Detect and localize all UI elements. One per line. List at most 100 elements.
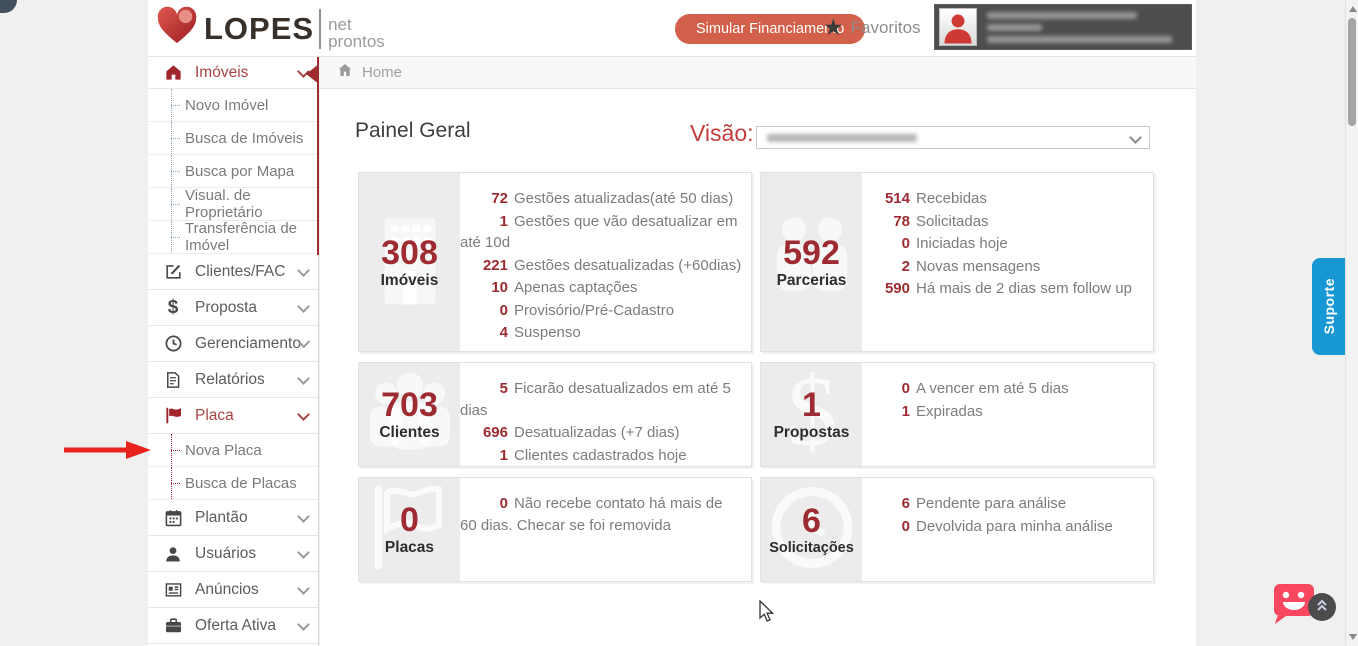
support-tab[interactable]: Suporte <box>1312 258 1346 355</box>
simulate-financing-button[interactable]: Simular Financiamento <box>675 14 866 44</box>
stat-line[interactable]: 590 Há mais de 2 dias sem follow up <box>862 278 1145 300</box>
chevron-down-icon <box>297 299 310 313</box>
stat-number: 1 <box>499 212 508 230</box>
sidebar-item-proposta[interactable]: $ Proposta <box>148 290 318 326</box>
card-imoveis-summary[interactable]: 308 Imóveis <box>359 173 460 351</box>
sidebar-item-plantao[interactable]: Plantão <box>148 500 318 536</box>
logo-sub-net: net <box>328 14 352 34</box>
chat-widget-button[interactable] <box>1268 582 1316 631</box>
favorites-button[interactable]: ★ Favoritos <box>823 16 921 39</box>
stat-line[interactable]: 1 Gestões que vão desatualizar em até 10d <box>460 211 743 254</box>
chevron-down-icon <box>297 263 310 277</box>
stat-text: Há mais de 2 dias sem follow up <box>916 280 1132 297</box>
red-annotation-arrow <box>62 441 152 464</box>
stat-line[interactable]: 72 Gestões atualizadas(até 50 dias) <box>460 188 743 210</box>
stat-line[interactable]: 4 Suspenso <box>460 322 743 344</box>
stat-line[interactable]: 0 Iniciadas hoje <box>862 233 1145 255</box>
sidebar-item-busca-de-imoveis[interactable]: Busca de Imóveis <box>148 122 318 155</box>
card-propostas-summary[interactable]: $ 1 Propostas <box>761 363 862 466</box>
logo-subtitle: net prontos <box>328 16 385 50</box>
stat-number: 590 <box>884 280 910 297</box>
sidebar-item-nova-placa[interactable]: Nova Placa <box>148 434 318 467</box>
sidebar-item-busca-por-mapa[interactable]: Busca por Mapa <box>148 155 318 188</box>
card-solicitacoes-summary[interactable]: 6 Solicitações <box>761 478 862 581</box>
lopes-logo: LOPES net prontos <box>156 6 385 51</box>
stat-text: Não recebe contato há mais de 60 dias. C… <box>460 495 723 534</box>
sidebar-item-visual-de-proprietario[interactable]: Visual. de Proprietário <box>148 187 318 221</box>
building-icon <box>371 212 449 313</box>
card-label: Parcerias <box>776 271 847 289</box>
sidebar-sub-label: Nova Placa <box>185 441 262 459</box>
chevron-down-icon <box>297 545 310 559</box>
sidebar-item-novo-imovel[interactable]: Novo Imóvel <box>148 89 318 122</box>
stat-line[interactable]: 5 Ficarão desatualizados em até 5 dias <box>460 378 743 421</box>
stat-line[interactable]: 0 Devolvida para minha análise <box>862 516 1145 538</box>
sidebar-item-label: Placa <box>195 406 234 424</box>
stat-line[interactable]: 6 Pendente para análise <box>862 493 1145 515</box>
double-chevron-up-icon <box>1315 598 1329 617</box>
brand-name: LOPES <box>204 10 315 46</box>
stat-line[interactable]: 514 Recebidas <box>862 188 1145 210</box>
user-icon <box>163 544 183 564</box>
group-icon <box>364 369 456 460</box>
card-parcerias: 592 Parcerias 514 Recebidas 78 Solicitadas… <box>760 172 1154 352</box>
card-label: Solicitações <box>769 540 854 556</box>
stat-line[interactable]: 0 Não recebe contato há mais de 60 dias. … <box>460 493 743 536</box>
stat-line[interactable]: 696 Desatualizadas (+7 dias) <box>460 422 743 444</box>
sidebar-sub-label: Transferência de Imóvel <box>185 220 298 254</box>
sidebar-item-imoveis[interactable]: Imóveis <box>148 57 318 89</box>
scrollbar-thumb[interactable] <box>1348 18 1356 126</box>
sidebar-item-clientes-fac[interactable]: Clientes/FAC <box>148 254 318 290</box>
breadcrumb: Home <box>320 57 1196 89</box>
chevron-down-icon <box>297 581 310 595</box>
sidebar-item-anuncios[interactable]: Anúncios <box>148 572 318 608</box>
home-icon <box>337 62 353 83</box>
main-content: Painel Geral Visão: <box>320 89 1196 646</box>
stat-number: 2 <box>901 257 910 275</box>
stat-line[interactable]: 1 Expiradas <box>862 401 1145 423</box>
stat-text: Ficarão desatualizados em até 5 dias <box>460 380 731 419</box>
sidebar-item-usuarios[interactable]: Usuários <box>148 536 318 572</box>
stat-line[interactable]: 0 Provisório/Pré-Cadastro <box>460 300 743 322</box>
stat-number: 1 <box>901 402 910 420</box>
view-select-dropdown[interactable] <box>756 126 1150 149</box>
stat-line[interactable]: 221 Gestões desatualizadas (+60dias) <box>460 255 743 277</box>
vertical-scrollbar[interactable] <box>1345 0 1358 646</box>
sidebar-nav: Imóveis Novo Imóvel Busca de Imóveis Bus… <box>148 57 319 646</box>
stat-number: 5 <box>499 380 508 397</box>
stat-line[interactable]: 78 Solicitadas <box>862 211 1145 233</box>
stat-line[interactable]: 10 Apenas captações <box>460 277 743 299</box>
sidebar-item-placa[interactable]: Placa <box>148 398 318 434</box>
stat-text: Provisório/Pré-Cadastro <box>514 301 675 319</box>
sidebar-item-label: Anúncios <box>195 580 259 598</box>
page-title: Painel Geral <box>355 119 471 142</box>
sidebar-item-busca-de-placas[interactable]: Busca de Placas <box>148 467 318 500</box>
card-placas-summary[interactable]: 0 Placas <box>359 478 460 581</box>
stat-line[interactable]: 2 Novas mensagens <box>862 256 1145 278</box>
breadcrumb-home[interactable]: Home <box>362 64 403 81</box>
star-icon: ★ <box>823 14 844 40</box>
sidebar-item-relatorios[interactable]: Relatórios <box>148 362 318 398</box>
scroll-to-top-button[interactable] <box>1308 593 1336 621</box>
card-placas: 0 Placas 0 Não recebe contato há mais de … <box>358 477 752 582</box>
user-profile-box[interactable] <box>934 4 1192 50</box>
card-parcerias-stats: 514 Recebidas 78 Solicitadas 0 Iniciadas ho… <box>862 173 1153 351</box>
sidebar-sub-label: Visual. de Proprietário <box>185 187 263 221</box>
stat-number: 6 <box>901 495 910 512</box>
card-count: 592 <box>783 233 840 272</box>
stat-text: A vencer em até 5 dias <box>916 380 1069 397</box>
sidebar-item-gerenciamento[interactable]: Gerenciamento <box>148 326 318 362</box>
home-icon <box>163 63 183 83</box>
sidebar-item-label: Plantão <box>195 508 248 526</box>
card-clientes-summary[interactable]: 703 Clientes <box>359 363 460 466</box>
clock-icon <box>163 334 183 354</box>
card-parcerias-summary[interactable]: 592 Parcerias <box>761 173 862 351</box>
stat-line[interactable]: 0 A vencer em até 5 dias <box>862 378 1145 400</box>
card-placas-stats: 0 Não recebe contato há mais de 60 dias. … <box>460 478 751 581</box>
sidebar-item-transferencia-de-imovel[interactable]: Transferência de Imóvel <box>148 220 318 254</box>
sidebar-item-oferta-ativa[interactable]: Oferta Ativa <box>148 608 318 644</box>
stat-line[interactable]: 1 Clientes cadastrados hoje <box>460 445 743 467</box>
scrollbar-up-arrow-icon[interactable] <box>1349 6 1357 12</box>
scrollbar-down-arrow-icon[interactable] <box>1349 634 1357 640</box>
